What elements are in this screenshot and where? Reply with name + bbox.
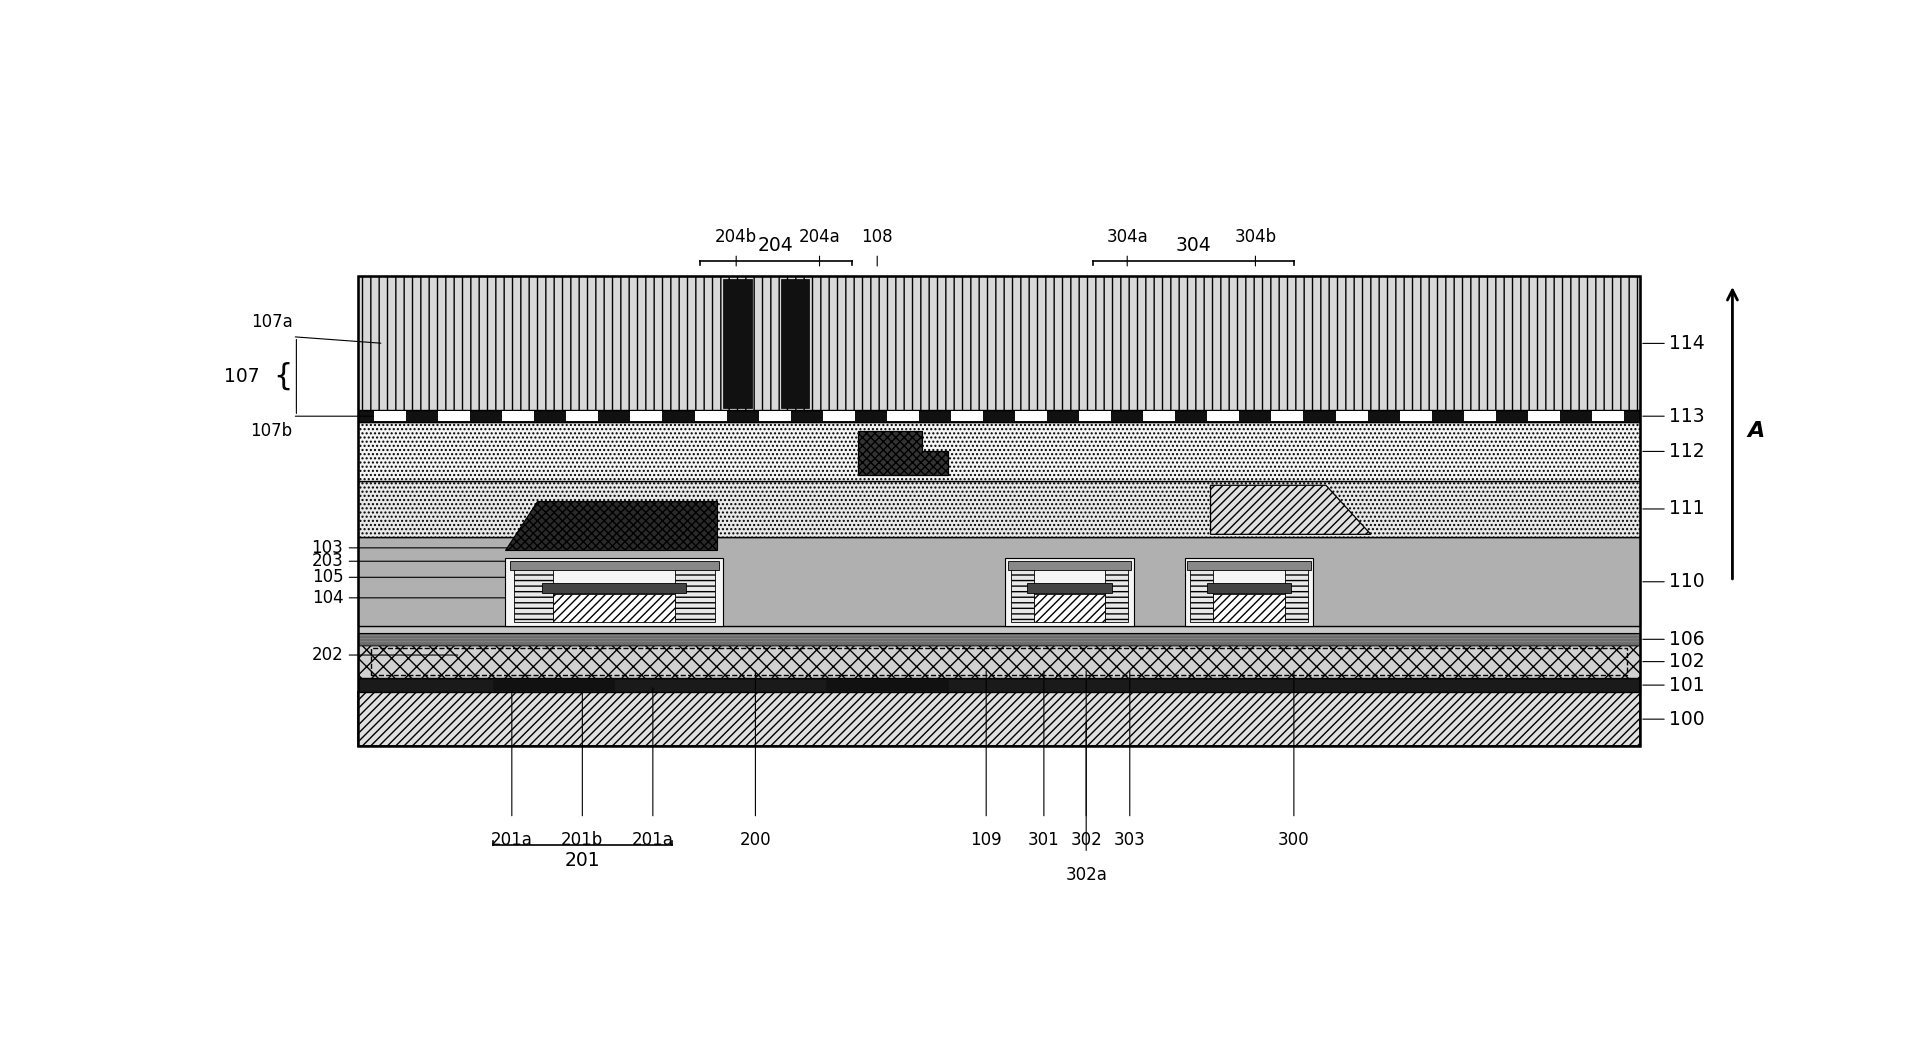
Bar bbox=[357, 537, 1640, 626]
Text: 106: 106 bbox=[1669, 630, 1704, 649]
Bar bbox=[825, 680, 949, 690]
Bar bbox=[514, 567, 553, 623]
Bar bbox=[1464, 412, 1495, 420]
Bar bbox=[543, 584, 686, 593]
Bar bbox=[1528, 412, 1559, 420]
Text: 109: 109 bbox=[970, 831, 1003, 849]
Bar bbox=[357, 693, 1640, 747]
Text: 200: 200 bbox=[740, 831, 771, 849]
Bar bbox=[1592, 412, 1625, 420]
Bar bbox=[439, 412, 469, 420]
Bar bbox=[723, 280, 752, 408]
Bar bbox=[1271, 412, 1304, 420]
Text: 201a: 201a bbox=[632, 831, 674, 849]
Bar bbox=[1335, 412, 1368, 420]
Bar bbox=[502, 412, 535, 420]
Bar bbox=[1399, 412, 1432, 420]
Bar bbox=[1208, 584, 1291, 593]
Text: 113: 113 bbox=[1669, 407, 1704, 426]
Bar bbox=[375, 412, 406, 420]
Text: 302a: 302a bbox=[1065, 865, 1107, 883]
Text: 201: 201 bbox=[564, 850, 601, 869]
Text: 300: 300 bbox=[1279, 831, 1310, 849]
Polygon shape bbox=[506, 501, 717, 550]
Text: 107: 107 bbox=[224, 367, 259, 385]
Text: 105: 105 bbox=[311, 569, 344, 587]
Text: 104: 104 bbox=[311, 589, 344, 607]
Bar bbox=[553, 594, 676, 623]
Bar bbox=[887, 412, 920, 420]
Polygon shape bbox=[858, 431, 949, 474]
Bar bbox=[357, 633, 1640, 645]
Text: 304b: 304b bbox=[1235, 228, 1277, 246]
Bar bbox=[1144, 412, 1175, 420]
Bar bbox=[1208, 412, 1240, 420]
Bar bbox=[506, 558, 723, 626]
Bar bbox=[357, 678, 1640, 693]
Bar bbox=[1190, 567, 1213, 623]
Bar bbox=[357, 276, 1640, 410]
Bar bbox=[759, 412, 790, 420]
Text: 107b: 107b bbox=[251, 423, 292, 441]
Text: 111: 111 bbox=[1669, 500, 1704, 519]
Bar bbox=[951, 412, 983, 420]
Text: 201a: 201a bbox=[491, 831, 533, 849]
Bar bbox=[357, 626, 1640, 633]
Text: 112: 112 bbox=[1669, 442, 1704, 461]
Text: 303: 303 bbox=[1115, 831, 1146, 849]
Bar bbox=[1188, 560, 1310, 570]
Bar bbox=[510, 560, 719, 570]
Bar bbox=[781, 280, 810, 408]
Bar bbox=[1028, 584, 1111, 593]
Text: 102: 102 bbox=[1669, 652, 1704, 671]
Bar bbox=[1184, 558, 1314, 626]
Bar bbox=[1213, 594, 1285, 623]
Bar bbox=[1010, 567, 1034, 623]
Text: 100: 100 bbox=[1669, 710, 1704, 729]
Bar bbox=[357, 423, 1640, 481]
Bar bbox=[357, 276, 1640, 747]
Text: 304a: 304a bbox=[1107, 228, 1148, 246]
Text: 204b: 204b bbox=[715, 228, 757, 246]
Bar bbox=[630, 412, 663, 420]
Bar bbox=[1080, 412, 1111, 420]
Text: A: A bbox=[1748, 421, 1766, 442]
Bar bbox=[1014, 412, 1047, 420]
Text: 304: 304 bbox=[1175, 236, 1211, 255]
Bar bbox=[1285, 567, 1308, 623]
Text: 101: 101 bbox=[1669, 676, 1704, 695]
Bar bbox=[823, 412, 854, 420]
Text: 103: 103 bbox=[311, 539, 344, 557]
Polygon shape bbox=[1211, 485, 1372, 535]
Text: 301: 301 bbox=[1028, 831, 1061, 849]
Bar bbox=[357, 645, 1640, 678]
Bar bbox=[566, 412, 599, 420]
Text: 110: 110 bbox=[1669, 572, 1704, 591]
Bar bbox=[1009, 560, 1130, 570]
Text: {: { bbox=[272, 362, 292, 391]
Bar bbox=[694, 412, 726, 420]
Bar bbox=[1034, 594, 1105, 623]
Bar bbox=[1105, 567, 1128, 623]
Text: 201b: 201b bbox=[560, 831, 603, 849]
Text: 302: 302 bbox=[1070, 831, 1101, 849]
Text: 204a: 204a bbox=[798, 228, 840, 246]
Text: 202: 202 bbox=[311, 646, 344, 664]
Text: 107a: 107a bbox=[251, 312, 292, 330]
Text: 114: 114 bbox=[1669, 334, 1706, 353]
Bar bbox=[676, 567, 715, 623]
Text: 108: 108 bbox=[862, 228, 893, 246]
Text: 204: 204 bbox=[757, 236, 794, 255]
Bar bbox=[493, 680, 614, 690]
Bar bbox=[1005, 558, 1134, 626]
Bar bbox=[357, 410, 1640, 423]
Text: 203: 203 bbox=[311, 552, 344, 570]
Bar bbox=[357, 481, 1640, 537]
